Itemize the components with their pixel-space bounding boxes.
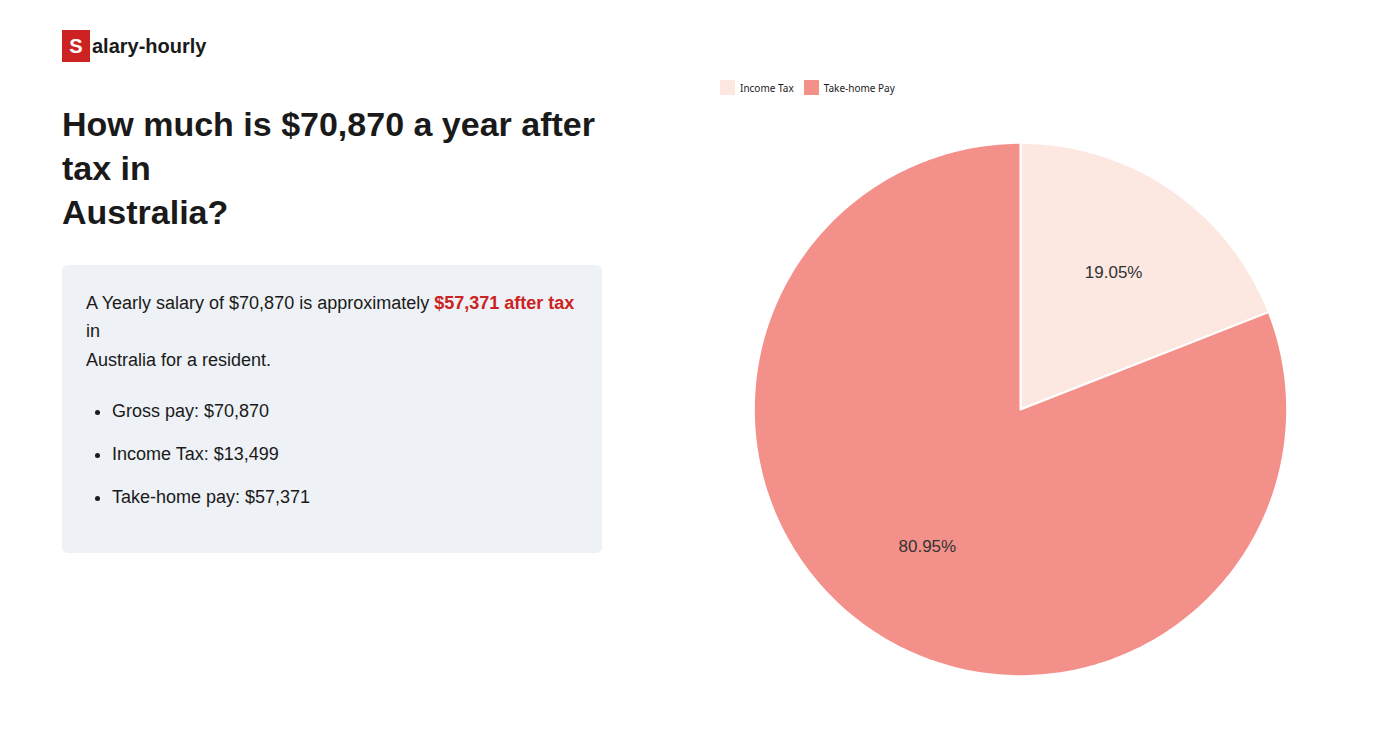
html-text:Take-home Pay: Take-home Pay xyxy=(823,80,895,95)
svg-text:80.95%: 80.95% xyxy=(899,537,957,556)
svg-text:19.05%: 19.05% xyxy=(1085,263,1143,282)
html-text:alary-hourly: alary-hourly xyxy=(92,34,207,57)
html-text:Gross pay: $70,870: Gross pay: $70,870 xyxy=(112,401,270,421)
html-text:Income Tax: Income Tax xyxy=(740,80,794,95)
html-text:Australia for a resident.: Australia for a resident. xyxy=(86,350,272,371)
html-text:How much is $70,870 a year aft: How much is $70,870 a year after tax in … xyxy=(62,105,595,232)
html-text:S: S xyxy=(69,34,83,57)
html-text:Take-home pay: $57,371: Take-home pay: $57,371 xyxy=(112,486,311,507)
html-text:Income Tax: $13,499: Income Tax: $13,499 xyxy=(112,443,279,464)
html-text:A Yearly salary of $70,870 is: A Yearly salary of $70,870 is approximat… xyxy=(86,292,580,342)
